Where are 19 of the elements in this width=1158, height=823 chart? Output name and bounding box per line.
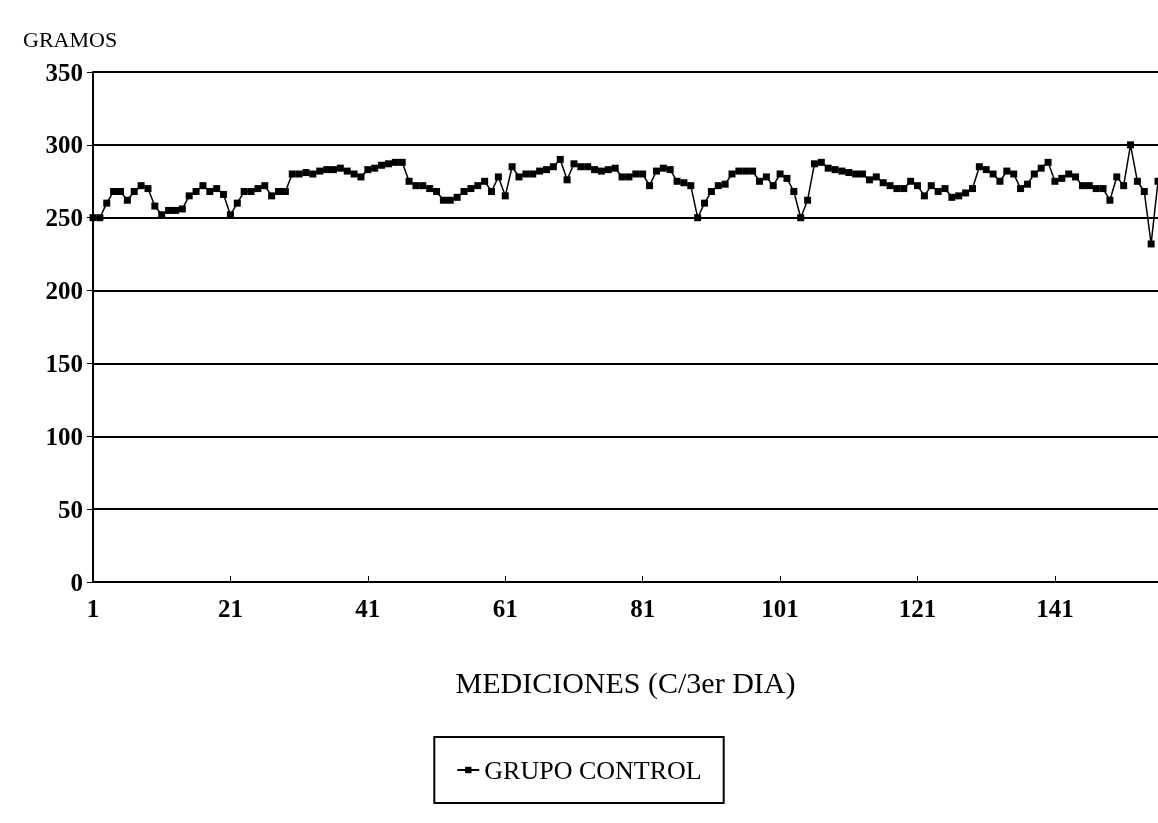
y-tick-label: 200 xyxy=(45,277,83,305)
y-tick-label: 100 xyxy=(45,422,83,450)
legend-label: GRUPO CONTROL xyxy=(484,755,702,785)
x-tick-label: 121 xyxy=(898,595,937,622)
y-tick-label: 300 xyxy=(45,131,83,159)
x-tick-label: 81 xyxy=(630,595,656,622)
y-tick-label: 150 xyxy=(45,349,83,377)
x-axis-title: MEDICIONES (C/3er DIA) xyxy=(455,665,796,700)
y-tick-label: 350 xyxy=(45,58,83,86)
x-tick-label: 1 xyxy=(86,595,100,622)
x-tick-label: 141 xyxy=(1036,595,1074,622)
x-tick-label: 41 xyxy=(355,595,381,622)
y-tick-label: 0 xyxy=(70,568,83,596)
x-tick-label: 61 xyxy=(492,595,518,622)
x-tick-label: 21 xyxy=(217,595,243,622)
y-tick-label: 50 xyxy=(58,495,83,523)
x-tick-label: 101 xyxy=(761,595,799,622)
y-axis-title: GRAMOS xyxy=(23,26,118,52)
y-tick-label: 250 xyxy=(45,204,83,232)
